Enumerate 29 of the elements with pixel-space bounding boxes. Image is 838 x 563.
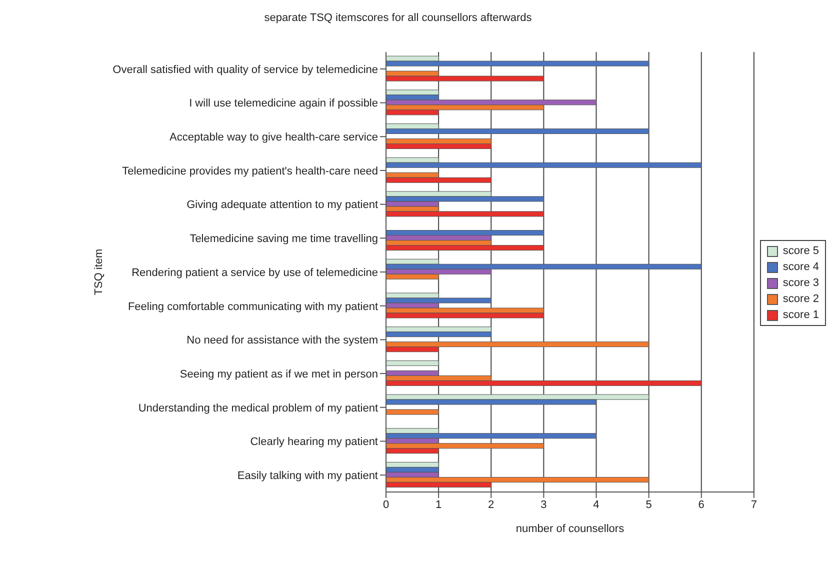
x-tick-label: 4 (593, 498, 600, 511)
y-tick-label: Clearly hearing my patient (250, 436, 378, 448)
chart-title: separate TSQ itemscores for all counsellors afterwards (263, 12, 533, 24)
x-tick-label: 2 (488, 498, 494, 511)
y-tick-label: Telemedicine provides my patient's health-care need (122, 165, 378, 178)
legend-label: score 5 (782, 244, 819, 259)
x-tick-label: 1 (436, 498, 442, 511)
legend-label: score 3 (782, 276, 819, 291)
y-axis-title: TSQ item (92, 248, 105, 296)
y-tick-label: Easily talking with my patient (237, 470, 378, 482)
x-tick-label: 3 (540, 498, 547, 511)
x-axis-title: number of counsellors (516, 523, 625, 535)
y-tick-label: I will use telemedicine again if possible (189, 98, 378, 110)
legend-label: score 2 (782, 292, 819, 307)
legend-label: score 4 (782, 260, 819, 275)
x-tick-label: 0 (382, 498, 390, 511)
y-tick-label: Seeing my patient as if we met in person (180, 368, 378, 380)
y-tick-label: No need for assistance with the system (186, 334, 378, 347)
x-tick-label: 5 (646, 498, 652, 511)
y-tick-label: Giving adequate attention to my patient (186, 199, 378, 212)
x-tick-label: 6 (698, 498, 704, 511)
x-tick-label: 7 (750, 498, 757, 511)
y-tick-label: Rendering patient a service by use of telemedicine (132, 266, 378, 279)
y-tick-label: Understanding the medical problem of my patient (138, 402, 378, 414)
y-tick-label: Acceptable way to give health-care service (170, 132, 378, 144)
y-tick-label: Overall satisfied with quality of service by telemedicine (112, 64, 378, 76)
y-tick-label: Feeling comfortable communicating with my patient (128, 300, 378, 313)
y-tick-label: Telemedicine saving me time travelling (190, 233, 378, 246)
legend-label: score 1 (782, 308, 819, 323)
